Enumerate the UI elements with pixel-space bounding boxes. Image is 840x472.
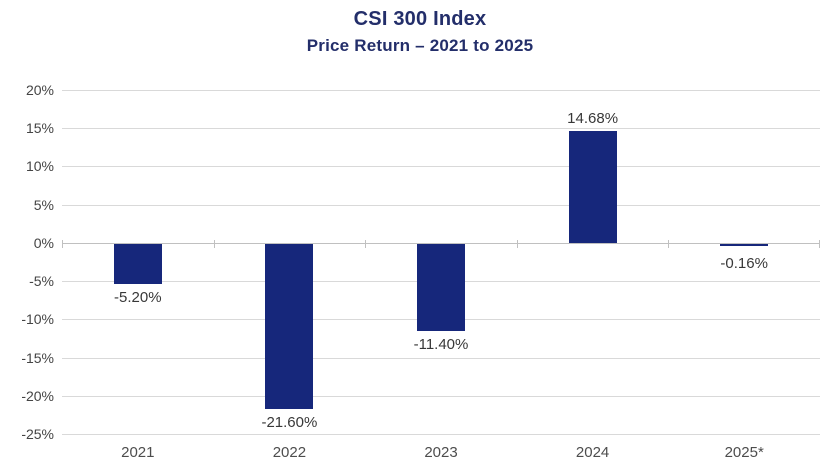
gridline <box>62 166 820 168</box>
gridline <box>62 90 820 91</box>
zero-axis-line <box>62 242 820 244</box>
axis-tick <box>365 239 366 248</box>
y-tick-label: -15% <box>21 349 54 366</box>
x-tick-label-2023: 2023 <box>424 444 458 461</box>
axis-tick <box>668 239 669 248</box>
value-label-2023: -11.40% <box>413 336 469 354</box>
gridline <box>62 395 820 397</box>
gridline <box>62 128 820 130</box>
gridline <box>62 434 820 435</box>
x-tick-label-2021: 2021 <box>121 444 155 461</box>
x-tick-label-2025: 2025* <box>724 444 764 461</box>
value-label-2021: -5.20% <box>114 288 162 306</box>
x-tick-label-2022: 2022 <box>272 444 307 461</box>
plot-area: -5.20% -21.60% -11.40% 14.68% -0.16% <box>62 90 820 435</box>
axis-tick <box>62 239 63 248</box>
y-tick-label: 10% <box>25 158 54 175</box>
bar-2023 <box>417 243 465 332</box>
axis-tick <box>517 239 518 248</box>
chart-title: CSI 300 Index <box>353 8 487 30</box>
chart-subtitle: Price Return – 2021 to 2025 <box>306 36 534 55</box>
y-tick-label: -5% <box>29 273 54 290</box>
y-tick-label: 5% <box>33 196 54 213</box>
bar-2025 <box>720 243 769 246</box>
value-label-2024: 14.68% <box>567 109 619 127</box>
axis-tick <box>819 239 820 248</box>
y-tick-label: 0% <box>33 234 54 251</box>
value-label-2025: -0.16% <box>720 254 768 272</box>
y-tick-label: 20% <box>25 82 54 98</box>
bar-2022 <box>265 243 314 409</box>
axis-tick <box>214 239 215 248</box>
x-axis-labels: 2021 2022 2023 2024 2025* <box>62 444 820 464</box>
y-tick-label: -20% <box>21 387 54 404</box>
y-tick-label: -25% <box>21 426 54 442</box>
y-axis-labels: 20% 15% 10% 5% 0% -5% -10% -15% -20% -25% <box>0 82 54 442</box>
y-tick-label: 15% <box>25 120 54 137</box>
bar-2021 <box>113 243 162 284</box>
gridline <box>62 204 820 206</box>
y-tick-label: -10% <box>21 311 54 328</box>
gridline <box>62 357 820 359</box>
value-label-2022: -21.60% <box>261 414 318 431</box>
x-tick-label-2024: 2024 <box>575 444 610 461</box>
bar-2024 <box>568 130 617 243</box>
